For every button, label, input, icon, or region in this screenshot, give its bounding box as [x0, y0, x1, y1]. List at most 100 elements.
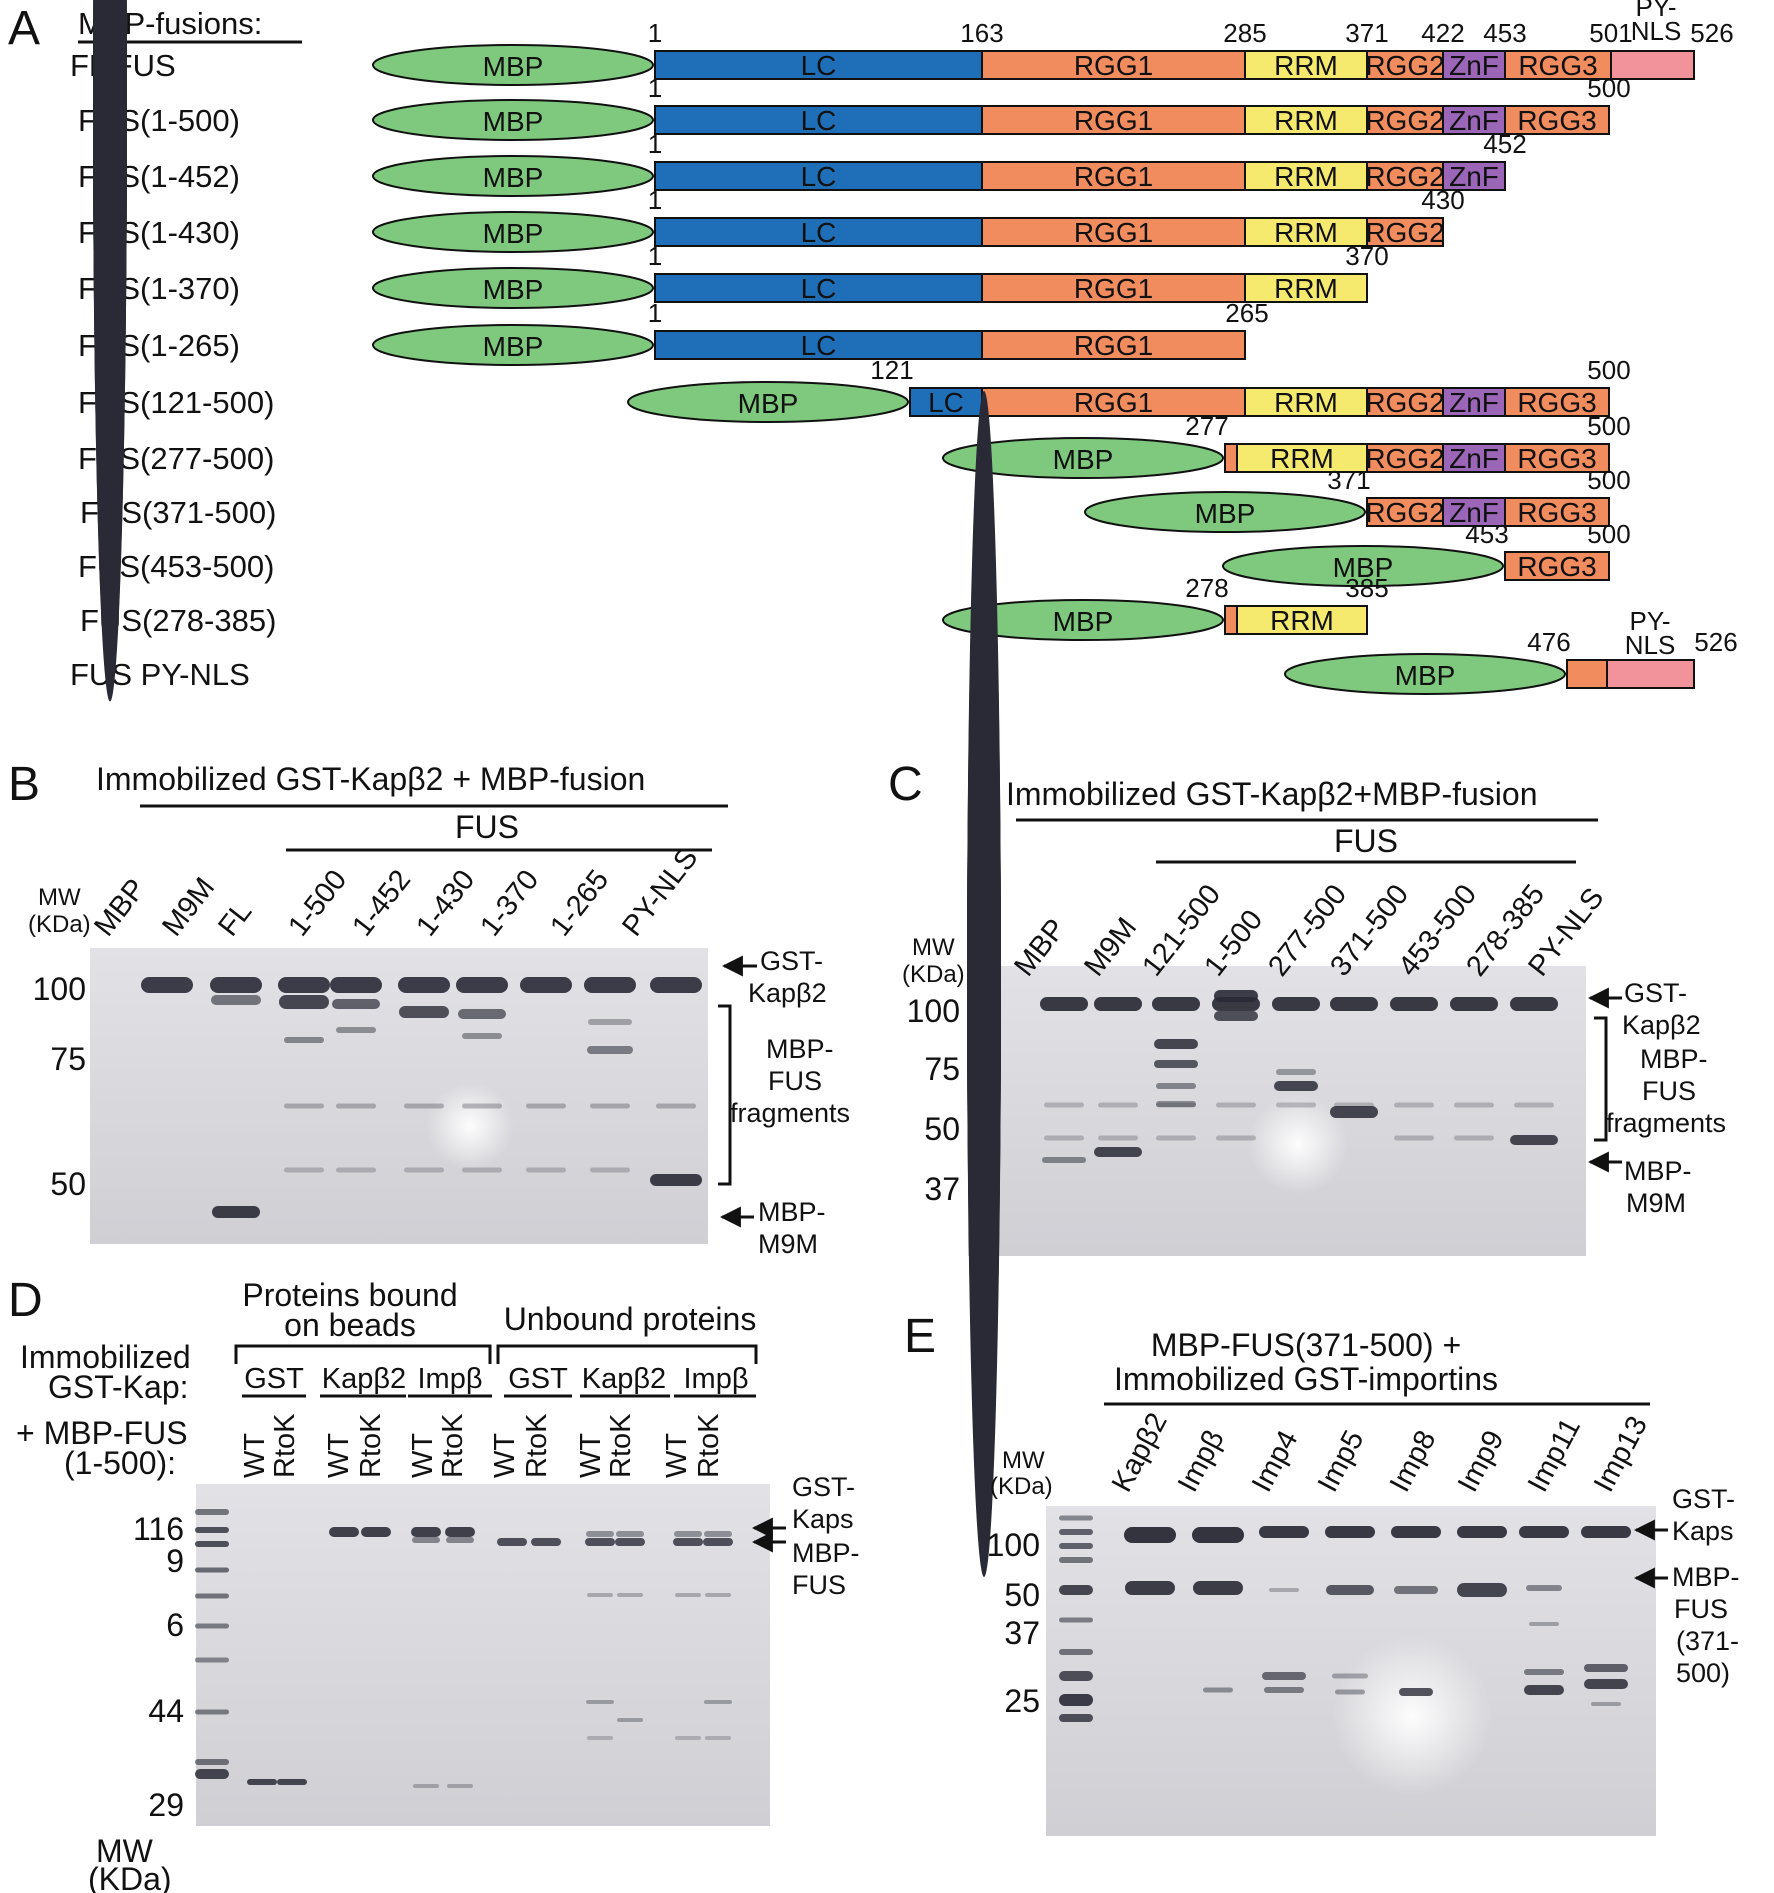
gel-band — [462, 1103, 502, 1109]
lane-label: RtoK — [269, 1413, 301, 1478]
panel-c-subtitle: FUS — [1334, 823, 1398, 859]
gel-band — [1193, 1581, 1243, 1595]
end-residue: 500 — [1587, 465, 1630, 495]
domain-label: RGG3 — [1518, 50, 1597, 81]
label-mbp-c-2: MBP- — [1624, 1156, 1692, 1186]
bracket-fragments-c — [1594, 1016, 1608, 1142]
gel-band — [1584, 1679, 1628, 1689]
domain-rgg2 — [1366, 105, 1444, 135]
gel-band — [1399, 1688, 1433, 1696]
gel-band — [1124, 1527, 1176, 1543]
lane-label: WT — [661, 1433, 693, 1478]
gel-band — [586, 1531, 614, 1537]
gel-band — [1332, 1673, 1368, 1679]
pynls-label: PY- — [1630, 606, 1671, 636]
lane-label: 1-452 — [346, 864, 417, 942]
domain-label: ZnF — [1449, 387, 1499, 418]
domain-label: ZnF — [1449, 50, 1499, 81]
gel-band — [195, 1769, 229, 1779]
gel-band — [284, 1167, 324, 1173]
mw-marker-label: 9 — [166, 1543, 184, 1579]
gel-band — [332, 999, 380, 1009]
row-label-gst-kap: GST-Kap: — [48, 1369, 189, 1405]
residue-number: 453 — [1483, 18, 1526, 48]
mw-marker-label: 50 — [1004, 1577, 1040, 1613]
gel-band — [590, 1167, 630, 1173]
gel-band — [1457, 1526, 1507, 1538]
gel-band — [1591, 1702, 1621, 1706]
domain-rgg3 — [1504, 497, 1610, 527]
gel-band — [615, 1538, 645, 1546]
gel-band — [531, 1538, 561, 1546]
label-gst-d: GST- — [792, 1472, 855, 1502]
domain-rgg3 — [1504, 105, 1610, 135]
residue-number: 1 — [648, 18, 662, 48]
label-mbp-2: MBP- — [758, 1197, 826, 1227]
label-fragments-c: fragments — [1606, 1108, 1726, 1138]
residue-number: 371 — [1345, 18, 1388, 48]
gel-band — [329, 1527, 359, 1537]
label-kapb2-c: Kapβ2 — [1622, 1010, 1701, 1040]
gel-band — [1519, 1526, 1569, 1538]
mw-marker-label: 75 — [924, 1051, 960, 1087]
gel-band — [195, 1541, 229, 1547]
lane-label: 1-265 — [544, 864, 615, 942]
lane-label: Imp13 — [1588, 1411, 1654, 1497]
domain-rgg2 — [1366, 443, 1444, 473]
bracket-bound — [234, 1344, 492, 1364]
gel-band — [277, 1779, 307, 1785]
gel-band — [1216, 1102, 1256, 1108]
lane-label: RtoK — [521, 1413, 553, 1478]
lane-label: RtoK — [605, 1413, 637, 1478]
gel-artifact — [426, 1082, 514, 1170]
mw-marker-label: 50 — [50, 1166, 86, 1202]
gel-band — [195, 1657, 229, 1663]
panel-a-label: A — [8, 2, 40, 55]
panel-d-label: D — [8, 1274, 43, 1327]
gel-band — [1390, 997, 1438, 1011]
domain-znf — [1442, 443, 1506, 473]
kap-label: Kapβ2 — [582, 1363, 666, 1395]
domain-znf — [1442, 161, 1506, 191]
row-label-mbp-fus: + MBP-FUS — [16, 1415, 188, 1451]
panel-e-mw-unit: (KDa) — [990, 1473, 1053, 1500]
gel-band — [462, 1033, 502, 1039]
gel-band — [195, 1567, 229, 1573]
lane-label: RtoK — [355, 1413, 387, 1478]
gel-band — [1059, 1694, 1093, 1706]
start-residue: 277 — [1185, 411, 1228, 441]
gel-band — [1040, 997, 1088, 1011]
domain-py-nls — [1606, 659, 1695, 689]
domain-label: ZnF — [1449, 497, 1499, 528]
gel-band — [616, 1531, 644, 1537]
panel-e-title-1: MBP-FUS(371-500) + — [1151, 1327, 1461, 1363]
lane-label: RtoK — [437, 1413, 469, 1478]
gel-band — [1510, 997, 1558, 1011]
panel-c-title: Immobilized GST-Kapβ2+MBP-fusion — [1006, 776, 1538, 812]
gel-band — [587, 1736, 613, 1740]
end-residue: 500 — [1587, 411, 1630, 441]
gel-band — [705, 1593, 731, 1597]
kap-label: Impβ — [683, 1363, 748, 1395]
gel-band — [462, 1167, 502, 1173]
end-residue: 500 — [1587, 73, 1630, 103]
kap-labels-d: GST Kapβ2 Impβ GST Kapβ2 Impβ — [242, 1363, 756, 1398]
mw-marker-label: 100 — [33, 971, 86, 1007]
gel-band — [584, 977, 636, 993]
gel-band — [1330, 1106, 1378, 1118]
lane-label: RtoK — [693, 1413, 725, 1478]
row-label-1-500: (1-500): — [64, 1445, 176, 1481]
gel-band — [1098, 1102, 1138, 1108]
domain-label: RGG2 — [1365, 50, 1444, 81]
lane-label: Imp9 — [1452, 1425, 1511, 1497]
end-residue: 526 — [1694, 627, 1737, 657]
gel-band — [1044, 1102, 1084, 1108]
gel-band — [1524, 1685, 1564, 1695]
start-residue: 453 — [1465, 519, 1508, 549]
domain-rrm — [1244, 273, 1368, 303]
panel-c-label: C — [888, 758, 923, 811]
domain-rgg2 — [1366, 387, 1444, 417]
panel-b-right-labels: GST- Kapβ2 MBP- FUS fragments MBP- M9M — [718, 946, 850, 1259]
